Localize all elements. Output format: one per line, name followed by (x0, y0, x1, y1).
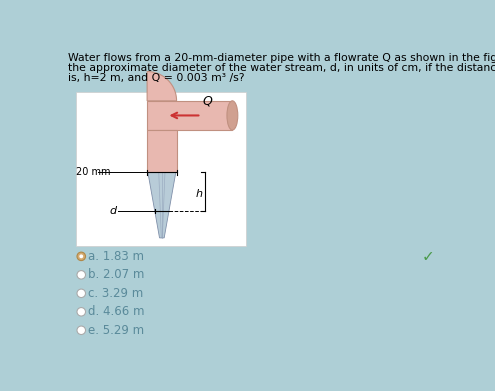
Text: c. 3.29 m: c. 3.29 m (88, 287, 144, 300)
Circle shape (77, 252, 86, 260)
Text: b. 2.07 m: b. 2.07 m (88, 268, 145, 282)
Text: ✓: ✓ (421, 249, 434, 264)
Text: Water flows from a 20-mm-diameter pipe with a flowrate Q as shown in the figure : Water flows from a 20-mm-diameter pipe w… (68, 53, 495, 63)
Text: Q: Q (203, 95, 213, 108)
Text: h: h (196, 189, 202, 199)
Polygon shape (147, 72, 177, 101)
Text: e. 5.29 m: e. 5.29 m (88, 324, 145, 337)
Text: d. 4.66 m: d. 4.66 m (88, 305, 145, 318)
Circle shape (77, 271, 86, 279)
Circle shape (77, 308, 86, 316)
Text: the approximate diameter of the water stream, d, in units of cm, if the distance: the approximate diameter of the water st… (68, 63, 495, 73)
Text: a. 1.83 m: a. 1.83 m (88, 250, 144, 263)
Circle shape (79, 255, 83, 258)
Circle shape (77, 289, 86, 298)
Bar (147, 130, 177, 172)
Text: 20 mm: 20 mm (76, 167, 110, 178)
Text: is, h=2 m, and Q = 0.003 m³ /s?: is, h=2 m, and Q = 0.003 m³ /s? (68, 73, 245, 83)
Text: d: d (109, 206, 116, 216)
Polygon shape (148, 172, 176, 238)
Ellipse shape (227, 101, 238, 130)
Bar (147, 101, 232, 130)
Bar (76, 91, 247, 246)
Circle shape (77, 326, 86, 335)
